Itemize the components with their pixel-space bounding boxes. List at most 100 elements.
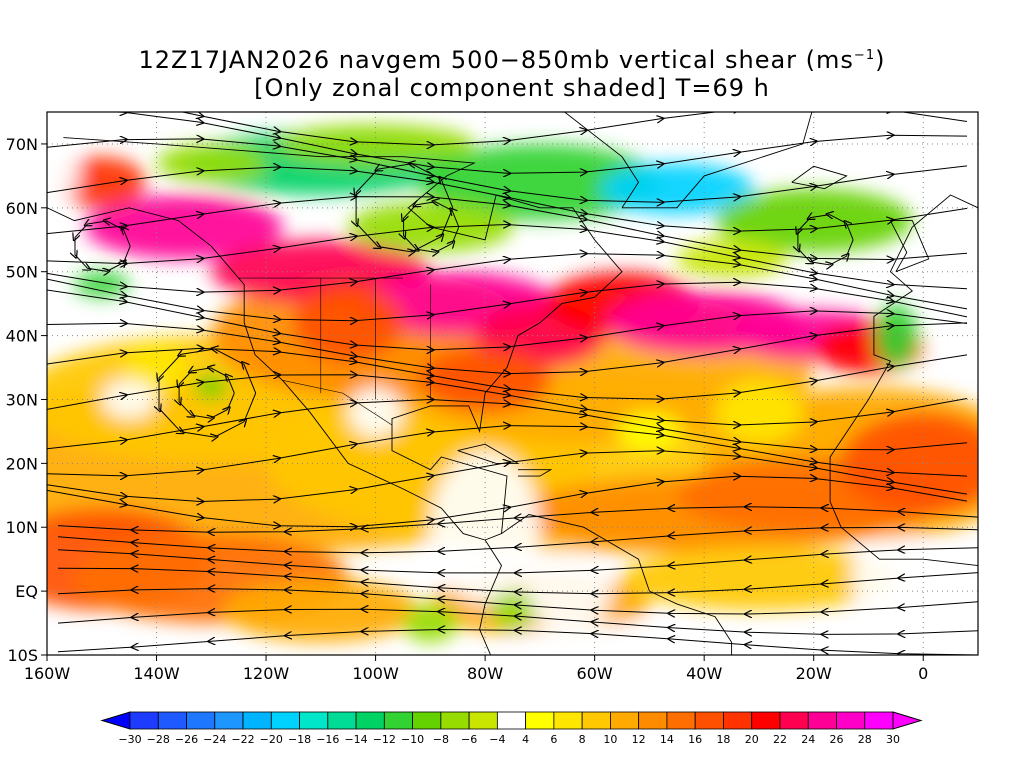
longitude-label: 120W [243,664,290,683]
latitude-label: 40N [6,327,38,346]
colorbar-label: −12 [373,733,396,746]
coastline [889,220,930,273]
longitude-label: 140W [133,664,180,683]
colorbar-label: −30 [118,733,141,746]
colorbar-label: 6 [550,733,557,746]
colorbar-swatch [242,711,272,730]
plot-title-line-2: [Only zonal component shaded] T=69 h [254,74,770,102]
shading-region [194,373,228,400]
shading-region [293,284,403,362]
colorbar-swatch [496,711,527,730]
colorbar-label: −28 [147,733,170,746]
latitude-axis: 70N 60N 50N 40N 30N 20N 10N EQ 10S [6,135,47,665]
colorbar-label: −24 [203,733,226,746]
shading-region [490,591,535,630]
colorbar-label: −14 [344,733,367,746]
shading-region [101,380,157,419]
colorbar: −30 −28 −26 −24 −22 −20 −18 −16 −14 −12 −10 −8 −6 −4 4… [100,711,923,746]
colorbar-label: 26 [829,733,843,746]
title-text: 12Z17JAN2026 navgem 500−850mb vertical s… [138,46,854,74]
colorbar-swatch [666,711,696,730]
colorbar-label: −4 [489,733,505,746]
shading-region [74,271,130,298]
longitude-label: 160W [24,664,71,683]
colorbar-swatch [355,711,385,730]
colorbar-label: 22 [773,733,787,746]
colorbar-swatch [694,711,724,730]
streamline [356,164,454,252]
latitude-label: 10N [6,518,38,537]
colorbar-label: 28 [858,733,872,746]
colorbar-label: 10 [603,733,617,746]
latitude-label: EQ [15,582,38,601]
title-close-paren: ) [875,46,886,74]
colorbar-swatch [836,711,866,730]
longitude-label: 0 [918,664,928,683]
colorbar-swatch [864,711,894,730]
colorbar-swatch [638,711,668,730]
colorbar-label: 16 [688,733,702,746]
plot-title-line-1: 12Z17JAN2026 navgem 500−850mb vertical s… [0,46,1024,74]
colorbar-label: −16 [316,733,339,746]
colorbar-swatch [214,711,244,730]
colorbar-swatch [779,711,809,730]
colorbar-label: −6 [461,733,477,746]
colorbar-swatch [186,711,216,730]
streamlines-layer [47,112,978,655]
streamline [798,215,854,265]
colorbar-label: −8 [433,733,449,746]
colorbar-label: −26 [175,733,198,746]
longitude-label: 40W [686,664,722,683]
colorbar-swatch [723,711,753,730]
longitude-axis: 160W 140W 120W 100W 80W 60W 40W 20W 0 [24,655,928,683]
streamline [75,221,131,271]
colorbar-label: 14 [660,733,674,746]
longitude-label: 100W [352,664,399,683]
colorbar-label: 18 [716,733,730,746]
colorbar-swatch [581,711,611,730]
colorbar-label: −10 [401,733,424,746]
colorbar-swatch [299,711,329,730]
map-panel[interactable] [0,87,1024,668]
colorbar-swatch [553,711,583,730]
streamline [47,112,968,145]
longitude-label: 20W [796,664,832,683]
colorbar-swatch [610,711,640,730]
colorbar-label: 12 [632,733,646,746]
colorbar-over-arrow [892,711,923,730]
colorbar-swatch [751,711,781,730]
map-border [46,111,979,656]
latitude-label: 60N [6,199,38,218]
colorbar-under-arrow [100,711,131,730]
latitude-label: 20N [6,454,38,473]
colorbar-swatch [129,711,159,730]
colorbar-swatch [327,711,357,730]
colorbar-swatch [525,711,555,730]
colorbar-label: 20 [745,733,759,746]
longitude-label: 80W [467,664,503,683]
latitude-label: 70N [6,135,38,154]
colorbar-swatch [270,711,300,730]
colorbar-swatch [807,711,837,730]
colorbar-swatch [412,711,442,730]
colorbar-label: 4 [522,733,529,746]
shading-region [156,143,267,183]
colorbar-label: 30 [886,733,900,746]
latitude-label: 30N [6,390,38,409]
colorbar-label: 24 [801,733,815,746]
latitude-label: 10S [7,646,38,665]
colorbar-label: 8 [579,733,586,746]
shading-region [402,603,458,643]
colorbar-label: −20 [260,733,283,746]
longitude-label: 60W [577,664,613,683]
colorbar-label: −22 [231,733,254,746]
colorbar-label: −18 [288,733,311,746]
colorbar-swatch [383,711,413,730]
streamline [159,349,257,437]
colorbar-swatch [468,711,498,730]
colorbar-swatch [157,711,187,730]
shear-shading-layer [47,124,978,655]
colorbar-swatch [440,711,470,730]
title-superscript: −1 [853,48,876,63]
